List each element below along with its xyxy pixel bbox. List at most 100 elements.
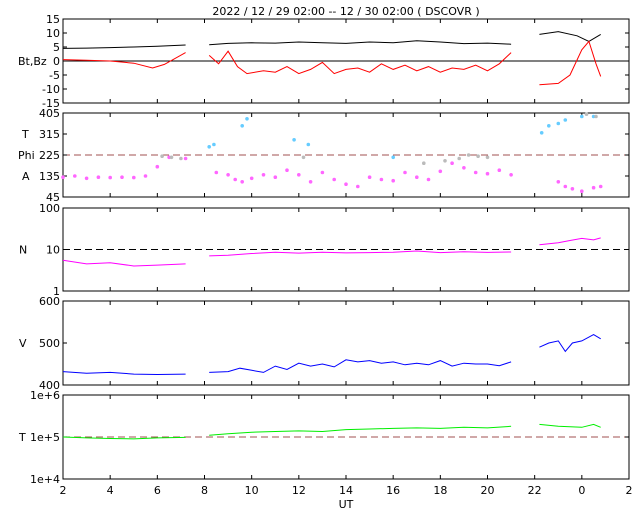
data-point: [308, 180, 313, 184]
data-point: [426, 177, 431, 182]
panel-angle: 405 315 225 135 45 T Phi A: [18, 107, 630, 204]
data-point: [422, 161, 426, 165]
y-tick-label: 0: [53, 55, 60, 68]
data-point: [547, 124, 551, 128]
series-line: [62, 371, 186, 376]
series-line: [539, 31, 601, 42]
data-point: [443, 159, 447, 163]
data-point: [120, 175, 124, 179]
data-point: [563, 118, 568, 122]
panel-frame: [62, 394, 630, 480]
x-tick-label: 8: [201, 484, 208, 497]
x-tick-label: 2: [60, 484, 67, 497]
x-tick-label: 12: [292, 484, 306, 497]
y-tick-label: 315: [39, 128, 60, 141]
x-tick-label: 20: [481, 484, 495, 497]
data-point: [580, 189, 584, 193]
x-tick-label: 4: [107, 484, 114, 497]
y-tick-label: 15: [46, 13, 60, 26]
y-tick-label: 405: [39, 107, 60, 120]
data-point: [226, 173, 230, 177]
data-point: [379, 177, 384, 182]
data-point: [584, 112, 589, 116]
panel-density: 100 10 1 N: [19, 202, 630, 298]
series-line: [539, 423, 601, 428]
data-point: [285, 168, 289, 172]
y-axis-label: T: [21, 128, 29, 141]
series-line: [539, 40, 602, 86]
data-point: [143, 174, 148, 178]
data-point: [212, 142, 216, 147]
data-point: [594, 114, 598, 119]
x-axis-label: UT: [339, 498, 354, 511]
x-tick-label: 22: [528, 484, 542, 497]
data-point: [233, 177, 237, 182]
data-point: [306, 142, 311, 147]
data-point: [391, 155, 396, 160]
data-point: [415, 175, 419, 179]
y-axis-label: N: [19, 244, 27, 257]
data-point: [391, 178, 396, 183]
data-point: [108, 175, 112, 180]
data-point: [240, 180, 244, 184]
data-point: [473, 170, 478, 175]
data-point: [466, 153, 471, 157]
data-point: [155, 164, 160, 169]
data-point: [160, 154, 164, 158]
data-point: [485, 155, 490, 160]
data-point: [438, 169, 443, 174]
data-point: [297, 173, 301, 177]
data-point: [292, 138, 296, 142]
series-line: [62, 436, 186, 440]
data-point: [245, 117, 249, 121]
data-point: [61, 175, 65, 179]
data-point: [344, 182, 348, 186]
data-point: [497, 168, 502, 172]
panels: 151050-5-10-15Bt,Bz40531522513545TPhiA10…: [18, 13, 633, 497]
data-point: [598, 184, 603, 189]
x-tick-label: 16: [386, 484, 400, 497]
y-axis-label: T: [18, 431, 26, 444]
data-point: [73, 174, 77, 178]
x-tick-label: 0: [578, 484, 585, 497]
y-tick-label: 225: [39, 149, 60, 162]
panel-speed: 600 500 400 V: [19, 295, 630, 392]
series-line: [62, 44, 186, 49]
data-point: [183, 156, 188, 161]
series-line: [62, 52, 186, 69]
data-point: [301, 155, 306, 160]
data-point: [132, 175, 136, 180]
data-point: [556, 121, 561, 126]
panel-temperature: 1e+6 1e+5 1e+4 T 2 4 6 8 10 12 14 16 18 20 22 0 2: [18, 389, 633, 497]
data-point: [462, 166, 466, 170]
data-point: [476, 154, 480, 158]
x-tick-label: 6: [154, 484, 161, 497]
data-point: [356, 184, 360, 189]
data-point: [509, 173, 513, 177]
y-tick-label: 10: [46, 27, 60, 40]
y-tick-label: -15: [42, 97, 60, 110]
panel-frame: [62, 300, 630, 386]
data-point: [320, 170, 325, 175]
data-point: [240, 124, 244, 128]
y-tick-label: 500: [39, 337, 60, 350]
panel-frame: [62, 207, 630, 292]
data-point: [179, 156, 183, 161]
data-point: [539, 131, 544, 135]
series-line: [209, 359, 512, 373]
y-tick-label: 5: [53, 41, 60, 54]
x-tick-label: 18: [433, 484, 447, 497]
x-tick-label: 10: [245, 484, 259, 497]
data-point: [332, 177, 337, 182]
data-point: [249, 176, 254, 181]
y-tick-label: 1e+5: [30, 431, 60, 444]
series-line: [539, 237, 601, 246]
data-point: [563, 184, 568, 189]
y-axis-label: Phi: [18, 149, 35, 162]
x-tick-label: 14: [339, 484, 353, 497]
y-tick-label: 135: [39, 170, 60, 183]
series-line: [62, 259, 186, 267]
chart-title: 2022 / 12 / 29 02:00 -- 12 / 30 02:00 ( …: [212, 5, 479, 18]
y-tick-label: 1: [53, 285, 60, 298]
